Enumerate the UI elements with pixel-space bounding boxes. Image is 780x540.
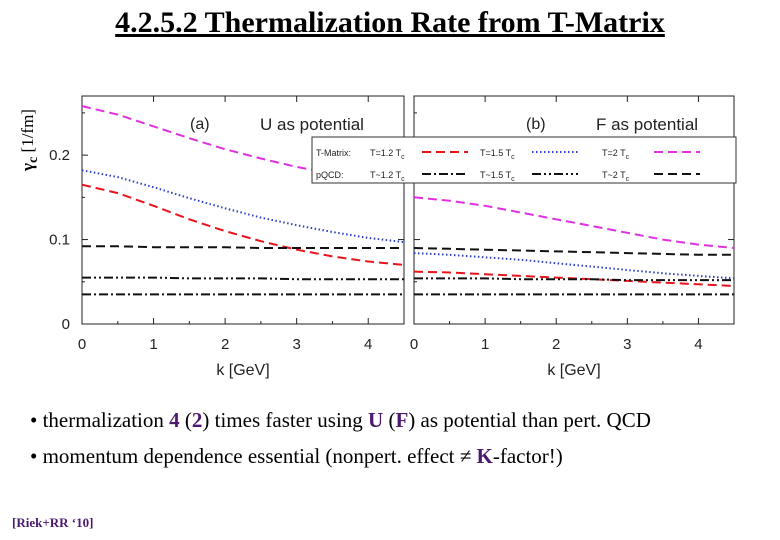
legend-row-label: T-Matrix:: [316, 148, 351, 158]
x-tick-label: 3: [623, 336, 631, 353]
panel-label: (a): [190, 116, 210, 133]
x-tick-label: 3: [292, 336, 300, 353]
citation: [Riek+RR ‘10]: [12, 515, 94, 530]
legend-entry-label: T~2 Tc: [602, 170, 630, 183]
thermalization-rate-chart: 0 1 2 3 4 0 0.1 0.2 (a) U as potential k [GeV] 0 1 2 3…: [44, 90, 750, 388]
panel-title: U as potential: [260, 115, 364, 134]
series-line-6: [82, 245, 404, 249]
legend-entry-label: T~1.2 Tc: [370, 170, 405, 183]
bullet-list: • thermalization 4 (2) times faster usin…: [30, 402, 770, 474]
y-axis-label: γc [1/fm]: [13, 95, 47, 185]
x-tick-label: 2: [552, 336, 560, 353]
legend-entry-label: T=2 Tc: [602, 148, 630, 161]
legend-box: [311, 136, 737, 184]
series-line-6: [413, 247, 734, 256]
y-axis-unit: [1/fm]: [17, 109, 37, 153]
plot-frame: [413, 95, 735, 325]
series-line-3: [413, 196, 735, 249]
panel-b: 0 1 2 3 4 (b) F as potential k [GeV]: [410, 90, 750, 388]
series-line-5: [82, 276, 404, 281]
x-axis-label: k [GeV]: [216, 362, 269, 379]
x-tick-label: 1: [481, 336, 489, 353]
y-tick-label: 0: [62, 316, 70, 333]
gamma-subscript: c: [25, 156, 42, 164]
x-tick-label: 0: [78, 336, 86, 353]
legend-entry-label: T=1.5 Tc: [480, 148, 515, 161]
x-tick-label: 4: [694, 336, 702, 353]
x-tick-label: 4: [364, 336, 372, 353]
legend-entry-label: T=1.2 Tc: [370, 148, 405, 161]
x-tick-label: 0: [410, 336, 418, 353]
bullet-momentum: • momentum dependence essential (nonpert…: [30, 444, 563, 468]
series-line-5: [414, 277, 734, 282]
slide-title: 4.2.5.2 Thermalization Rate from T-Matri…: [115, 6, 665, 39]
x-axis-label: k [GeV]: [547, 362, 600, 379]
series-line-1: [81, 183, 405, 266]
gamma-symbol: γ: [17, 163, 37, 171]
panel-title: F as potential: [596, 115, 698, 134]
panel-a: 0 1 2 3 4 0 0.1 0.2 (a) U as potential k [GeV]: [44, 90, 412, 388]
panel-label: (b): [526, 116, 546, 133]
legend-row-label: pQCD:: [316, 170, 344, 180]
x-tick-label: 1: [149, 336, 157, 353]
x-tick-label: 2: [221, 336, 229, 353]
legend: T-Matrix: T=1.2 Tc T=1.5 Tc T=2 Tc pQCD: T~1.…: [311, 136, 737, 184]
series-line-2: [81, 169, 405, 244]
series-line-3: [81, 105, 405, 184]
figure: 0 1 2 3 4 0 0.1 0.2 (a) U as potential k [GeV] 0 1 2 3…: [44, 90, 750, 388]
legend-entry-label: T~1.5 Tc: [480, 170, 515, 183]
y-tick-label: 0.2: [49, 147, 70, 164]
bullet-thermalization: • thermalization 4 (2) times faster usin…: [30, 408, 651, 432]
plot-frame: [81, 95, 405, 325]
y-tick-label: 0.1: [49, 232, 70, 249]
series-line-2: [413, 252, 735, 280]
